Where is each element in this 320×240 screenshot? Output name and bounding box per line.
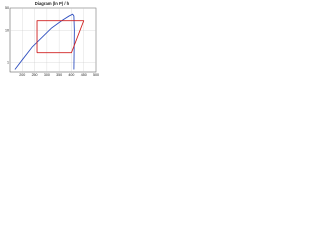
y-tick-label: 10 (5, 28, 9, 32)
page: {"chart_data": {"type": "line", "title":… (0, 0, 100, 80)
chart: Diagram (ln P) / h 200 250 300 350 400 450 500… (0, 0, 100, 80)
x-tick-label: 450 (81, 73, 87, 77)
x-tick-label: 500 (93, 73, 99, 77)
x-tick-label: 350 (56, 73, 62, 77)
series-line (36, 20, 85, 54)
x-tick-label: 300 (44, 73, 50, 77)
background (0, 0, 100, 80)
y-tick-label: 1 (7, 60, 9, 64)
x-tick-label: 400 (68, 73, 74, 77)
x-tick-label: 250 (32, 73, 38, 77)
y-tick-label: 50 (5, 6, 9, 10)
x-tick-label: 200 (19, 73, 25, 77)
chart-title: Diagram (ln P) / h (35, 1, 70, 6)
